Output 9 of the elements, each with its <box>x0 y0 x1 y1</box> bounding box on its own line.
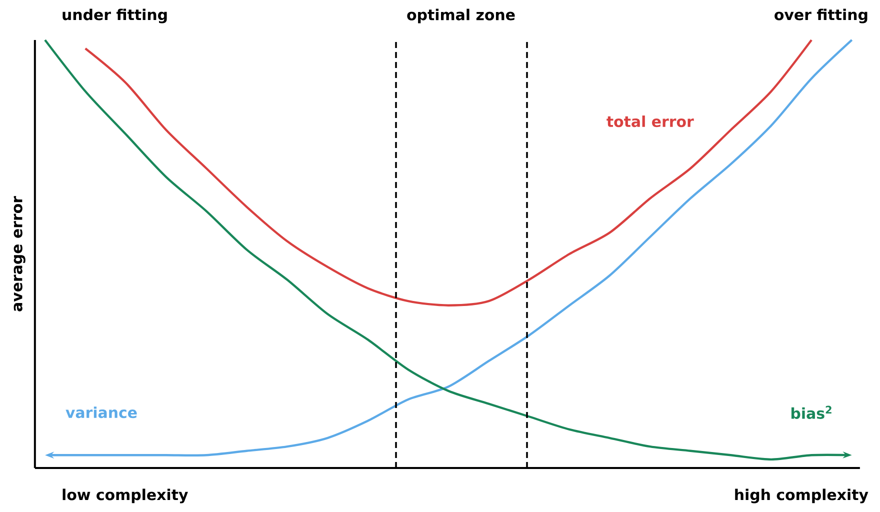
y-axis-title: average error <box>14 196 26 312</box>
text: high complexity <box>735 488 868 504</box>
text: over fitting <box>774 8 868 24</box>
text: bias$^{2}$ <box>791 406 832 419</box>
series-label: total error <box>606 116 694 128</box>
text: under fitting <box>62 8 167 24</box>
text: optimal zone <box>407 8 515 24</box>
text: low complexity <box>62 488 188 504</box>
text: variance <box>66 406 137 418</box>
